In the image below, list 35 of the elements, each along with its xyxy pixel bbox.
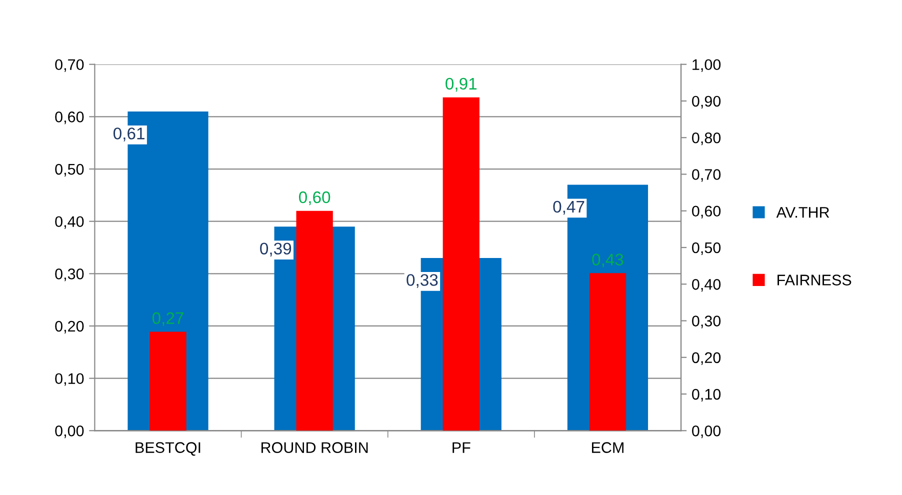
y2-tick-label: 1,00 — [692, 59, 721, 72]
y2-tick-label: 0,90 — [692, 96, 721, 108]
y-tick-label: 0,00 — [55, 426, 84, 438]
data-label: 0,33 — [406, 274, 438, 288]
y-tick-label: 0,60 — [55, 112, 84, 124]
y2-tick-label: 0,30 — [692, 316, 721, 328]
y2-tick-label: 0,50 — [692, 242, 721, 255]
data-label: 0,60 — [299, 191, 330, 206]
y2-tick-label: 0,70 — [692, 169, 721, 182]
y2-tick-label: 0,60 — [692, 206, 721, 218]
bar — [150, 332, 186, 431]
data-label: 0,61 — [113, 128, 144, 142]
legend-label: AV.THR — [776, 207, 830, 218]
y2-tick-label: 0,80 — [692, 132, 721, 146]
legend-label: FAIRNESS — [778, 274, 852, 286]
x-tick-label: BESTCQI — [136, 442, 200, 456]
y-tick-label: 0,20 — [55, 320, 84, 334]
y-tick-label: 0,40 — [55, 216, 84, 229]
y-tick-label: 0,30 — [55, 268, 84, 282]
data-label: 0,43 — [592, 254, 624, 268]
x-tick-label: PF — [452, 442, 470, 453]
x-tick-label: ROUND ROBIN — [262, 442, 368, 453]
y2-tick-label: 0,20 — [692, 352, 721, 365]
y2-tick-label: 0,40 — [692, 279, 721, 292]
y2-tick-label: 0,00 — [692, 426, 721, 438]
data-label: 0,91 — [446, 78, 477, 92]
y-tick-label: 0,70 — [55, 59, 84, 72]
y-tick-label: 0,10 — [55, 373, 84, 386]
y2-tick-label: 0,10 — [692, 388, 721, 402]
bar — [589, 273, 626, 431]
x-tick-label: ECM — [592, 442, 624, 453]
data-label: 0,39 — [260, 242, 292, 256]
y-tick-label: 0,50 — [55, 164, 84, 176]
data-label: 0,47 — [553, 200, 584, 215]
data-label: 0,27 — [152, 312, 184, 326]
